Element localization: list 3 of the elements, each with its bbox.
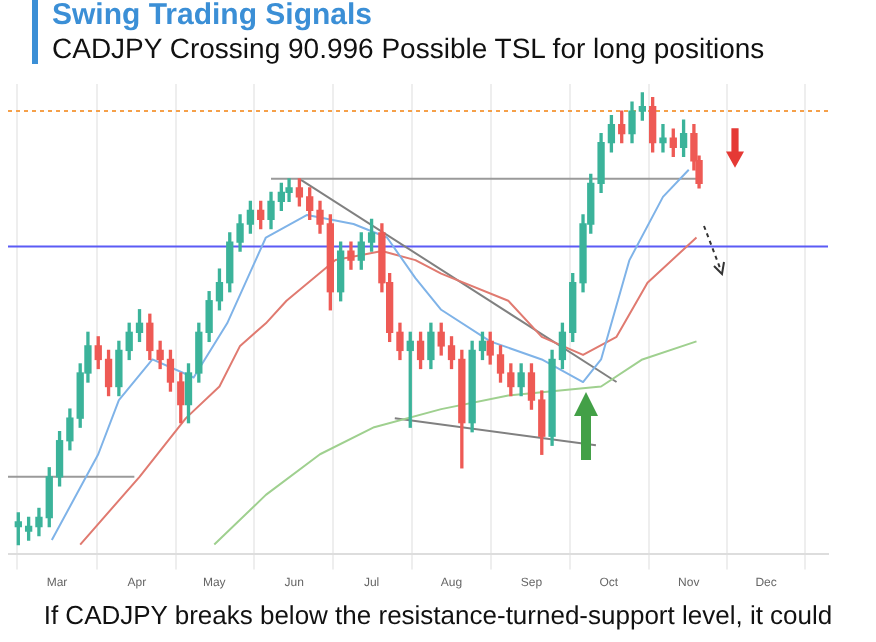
- text: If CADJPY breaks below the resistance-turned-support level, it could: [41, 600, 835, 630]
- chart-title: Swing Trading Signals: [52, 0, 373, 32]
- chart-subtitle: CADJPY Crossing 90.996 Possible TSL for long positions: [52, 32, 765, 66]
